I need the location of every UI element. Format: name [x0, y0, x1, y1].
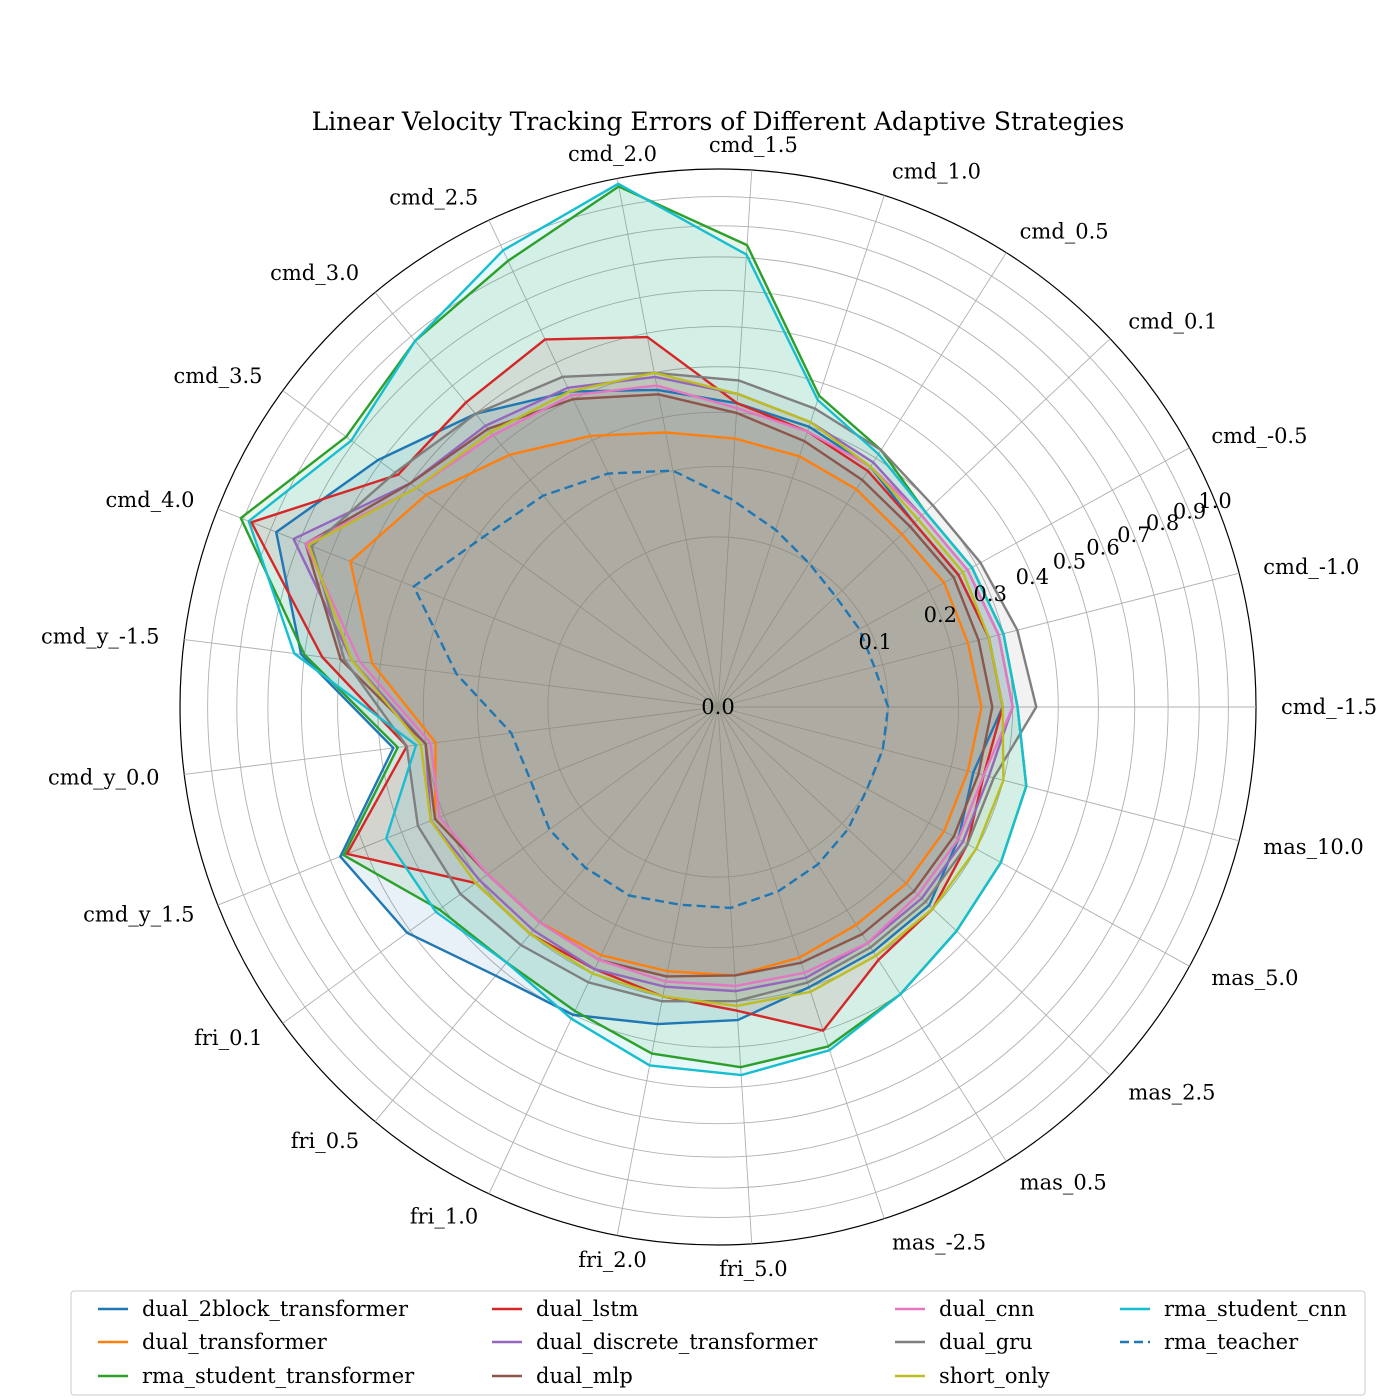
legend-label: rma_teacher — [1164, 1330, 1299, 1354]
category-label: cmd_4.0 — [106, 488, 195, 512]
category-label: cmd_-1.5 — [1281, 695, 1377, 719]
legend-label: dual_transformer — [142, 1330, 328, 1354]
category-label: cmd_0.5 — [1020, 220, 1109, 244]
grid-spoke — [217, 706, 719, 906]
series-line-dual_gru — [310, 371, 1038, 1003]
legend-label: dual_cnn — [939, 1297, 1035, 1321]
series-fill-dual_mlp — [305, 394, 993, 977]
series-line-dual_transformer — [349, 431, 983, 977]
category-label: cmd_2.5 — [389, 186, 478, 210]
grid-spoke — [717, 195, 885, 708]
series-fill-rma_student_cnn — [248, 183, 1027, 1076]
legend-label: dual_lstm — [536, 1297, 639, 1321]
series-line-short_only — [307, 371, 1005, 1008]
chart-title: Linear Velocity Tracking Errors of Diffe… — [312, 107, 1125, 136]
category-label: mas_5.0 — [1211, 966, 1298, 990]
grid-spoke — [488, 220, 719, 708]
category-label: cmd_3.0 — [270, 261, 359, 285]
series-fill-dual_lstm — [251, 337, 1003, 1031]
grid-spoke — [374, 292, 719, 708]
category-label: cmd_0.1 — [1128, 310, 1217, 334]
category-label: cmd_-0.5 — [1211, 424, 1307, 448]
radial-tick-labels: 0.0 0.1 0.2 0.3 0.40.50.60.70.80.91.0 — [701, 489, 1231, 719]
radial-tick-label: 0.3 — [974, 582, 1007, 606]
category-label: mas_10.0 — [1263, 835, 1363, 859]
legend-label: rma_student_cnn — [1164, 1297, 1347, 1321]
radial-tick-label: 0.8 — [1146, 511, 1179, 535]
grid-spoke — [616, 178, 719, 708]
series-fill-dual_2block_transformer — [276, 389, 1003, 1025]
legend-label: dual_mlp — [536, 1364, 633, 1388]
category-label: fri_0.5 — [291, 1129, 359, 1153]
legend: dual_2block_transformerdual_transformerr… — [70, 1290, 1366, 1396]
grid-spoke — [374, 706, 719, 1122]
radial-tick-label: 0.1 — [858, 630, 891, 654]
series-fill-short_only — [308, 372, 1004, 1006]
radial-tick-label: 0.5 — [1053, 549, 1086, 573]
radial-tick-label: 1.0 — [1198, 489, 1231, 513]
grid-spoke — [282, 390, 719, 708]
grid-spoke — [184, 639, 719, 708]
category-label: mas_-2.5 — [892, 1230, 986, 1254]
series-fills — [240, 183, 1037, 1076]
legend-label: dual_2block_transformer — [142, 1297, 409, 1321]
category-label: cmd_-1.0 — [1263, 555, 1359, 579]
legend-label: short_only — [939, 1364, 1050, 1388]
category-label: cmd_y_0.0 — [48, 766, 159, 790]
category-label: cmd_2.0 — [568, 142, 657, 166]
category-label: mas_2.5 — [1128, 1080, 1215, 1104]
category-label: fri_2.0 — [578, 1248, 646, 1272]
grid-spoke — [488, 706, 719, 1194]
radial-tick-label: 0.7 — [1117, 523, 1150, 547]
series-line-rma_student_cnn — [247, 182, 1028, 1077]
grid-spoke — [217, 508, 719, 708]
series-line-dual_mlp — [304, 393, 994, 978]
category-label: cmd_y_1.5 — [83, 902, 194, 926]
legend-label: dual_gru — [939, 1330, 1033, 1354]
grid-spoke — [282, 706, 719, 1024]
category-label: fri_0.1 — [194, 1026, 262, 1050]
legend-label: rma_student_transformer — [142, 1364, 415, 1388]
legend-label: dual_discrete_transformer — [536, 1330, 818, 1354]
category-labels: cmd_-1.5cmd_-1.0cmd_-0.5cmd_0.1cmd_0.5cm… — [41, 133, 1377, 1281]
radial-tick-label: 0.4 — [1016, 565, 1049, 589]
series-fill-dual_discrete_transformer — [293, 376, 1013, 992]
category-label: fri_5.0 — [719, 1257, 787, 1281]
radial-tick-label: 0.0 — [701, 695, 734, 719]
category-label: cmd_1.0 — [892, 160, 981, 184]
series-line-dual_cnn — [304, 384, 1014, 988]
category-label: cmd_y_-1.5 — [41, 624, 159, 648]
legend-frame — [70, 1290, 1366, 1396]
series-line-dual_lstm — [250, 335, 1004, 1032]
series-fill-dual_cnn — [305, 385, 1013, 986]
series-line-rma_teacher — [412, 469, 890, 910]
series-lines — [239, 182, 1038, 1077]
category-label: fri_1.0 — [410, 1204, 478, 1228]
grid-spoke — [184, 706, 719, 775]
category-label: mas_0.5 — [1020, 1170, 1107, 1194]
category-label: cmd_3.5 — [174, 364, 263, 388]
radial-tick-label: 0.2 — [924, 603, 957, 627]
radial-tick-label: 0.6 — [1086, 536, 1119, 560]
series-fill-dual_transformer — [350, 432, 982, 976]
category-label: cmd_1.5 — [709, 133, 798, 157]
radial-tick-label: 0.9 — [1173, 500, 1206, 524]
